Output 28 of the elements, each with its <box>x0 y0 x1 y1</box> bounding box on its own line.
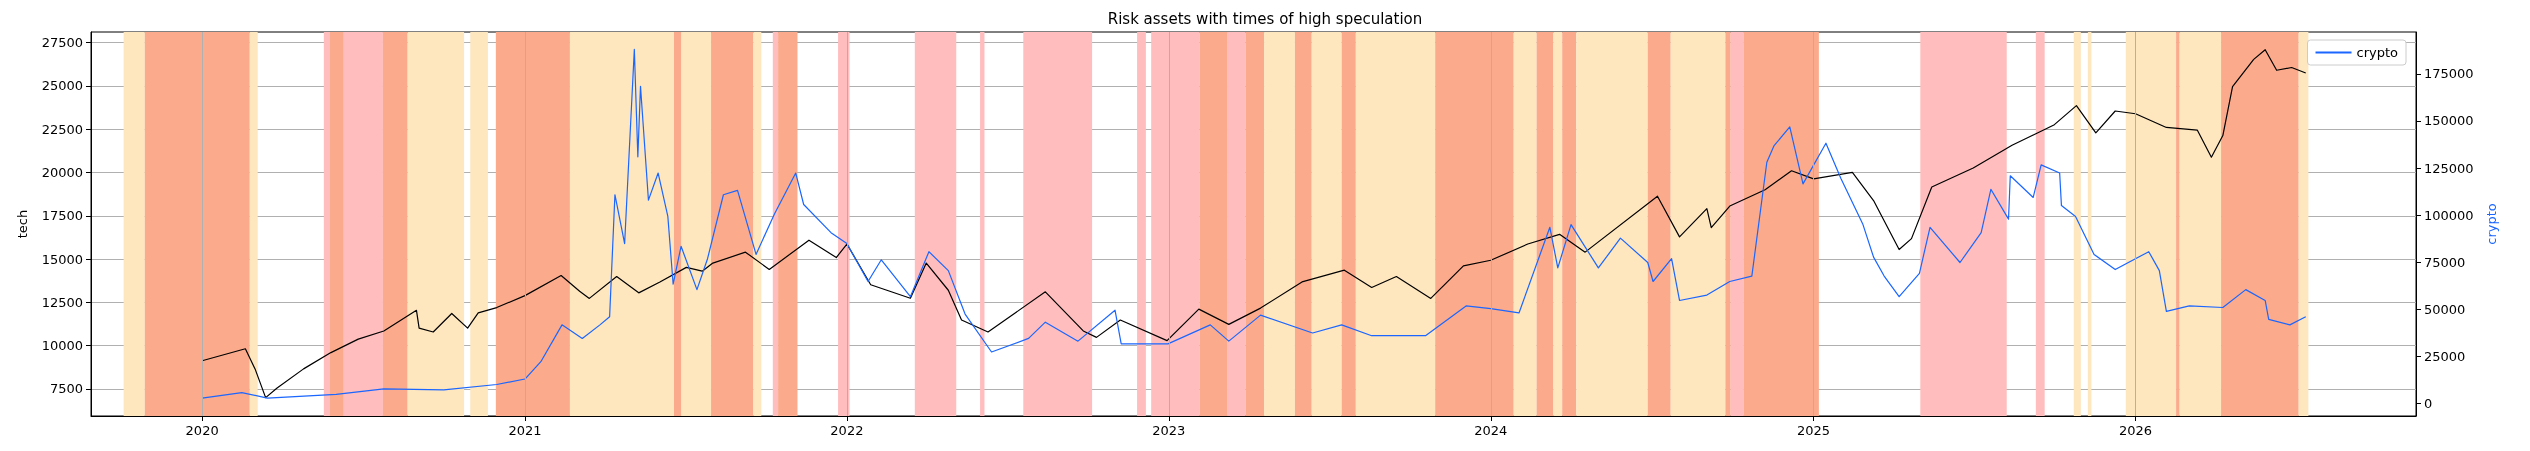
y-tick-label: 10000 <box>41 338 83 354</box>
y-tick-label: 17500 <box>41 208 83 224</box>
x-tick-label: 2021 <box>508 423 542 438</box>
y2-tick-label: 100000 <box>2424 207 2474 223</box>
x-tick-label: 2026 <box>2118 423 2153 438</box>
y-tick-label: 25000 <box>41 78 83 94</box>
y-tick-label: 7500 <box>49 381 83 397</box>
y2-tick-label: 175000 <box>2424 66 2474 82</box>
y-axis-title: tech <box>15 209 30 239</box>
chart-title: Risk assets with times of high speculation <box>1107 9 1423 28</box>
y-tick-label: 15000 <box>41 251 83 267</box>
x-tick-label: 2025 <box>1797 423 1831 438</box>
y2-tick-label: 150000 <box>2424 113 2474 129</box>
legend-label: crypto <box>2356 45 2399 60</box>
y2-tick-label: 50000 <box>2424 301 2466 317</box>
x-tick-label: 2024 <box>1474 423 1508 438</box>
y2-tick-label: 0 <box>2424 396 2433 412</box>
y-tick-label: 12500 <box>41 294 83 310</box>
x-tick-label: 2023 <box>1152 423 1186 438</box>
y-tick-label: 20000 <box>41 164 83 180</box>
y-tick-label: 27500 <box>41 35 83 51</box>
y-tick-label: 22500 <box>41 121 83 137</box>
y2-tick-label: 75000 <box>2424 254 2466 270</box>
x-tick-label: 2022 <box>830 423 864 438</box>
y2-tick-label: 25000 <box>2424 348 2466 364</box>
x-tick-label: 2020 <box>185 423 219 438</box>
y2-tick-label: 125000 <box>2424 160 2474 176</box>
y2-axis-title: crypto <box>2483 203 2499 245</box>
